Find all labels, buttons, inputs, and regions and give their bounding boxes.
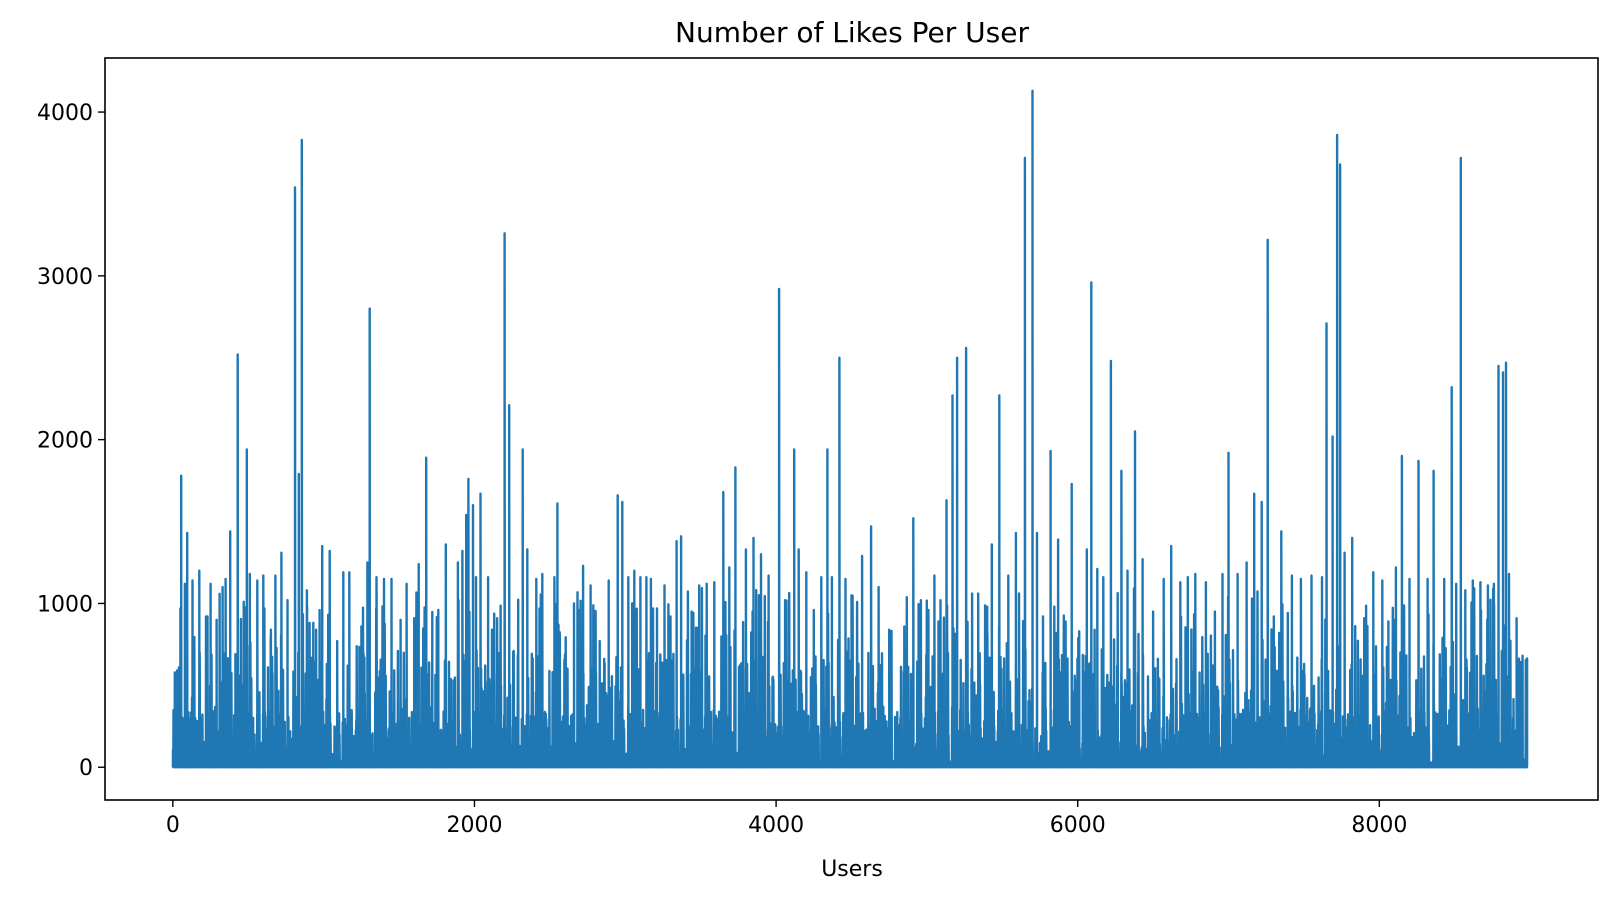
x-tick-label: 2000 xyxy=(446,813,502,838)
chart-title: Number of Likes Per User xyxy=(675,16,1029,49)
series-line xyxy=(171,89,1529,769)
x-tick-label: 6000 xyxy=(1050,813,1106,838)
x-axis-title: Users xyxy=(821,857,883,882)
x-tick-label: 0 xyxy=(166,813,180,838)
x-tick-label: 8000 xyxy=(1351,813,1407,838)
series-layer xyxy=(171,89,1529,769)
y-tick-label: 2000 xyxy=(37,429,93,454)
y-tick-label: 3000 xyxy=(37,265,93,290)
y-axis: 0 1000 2000 3000 4000 xyxy=(37,101,105,781)
x-tick-label: 4000 xyxy=(748,813,804,838)
y-tick-label: 4000 xyxy=(37,101,93,126)
y-tick-label: 0 xyxy=(79,756,93,781)
plot-frame xyxy=(104,57,1599,801)
y-tick-label: 1000 xyxy=(37,592,93,617)
x-axis: 0 2000 4000 6000 8000 xyxy=(166,800,1407,838)
